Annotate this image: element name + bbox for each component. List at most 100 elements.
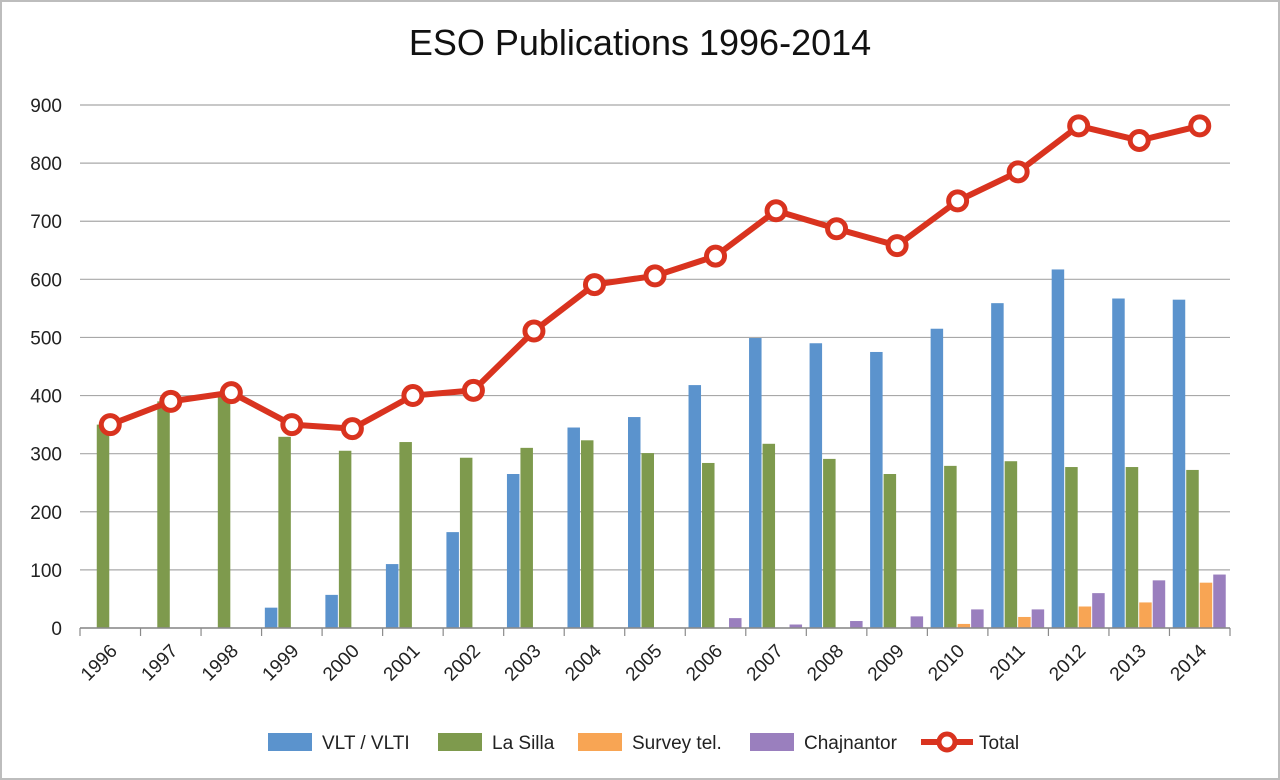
total-point-1996 (98, 413, 122, 437)
bar-chajnantor-2007 (789, 624, 803, 628)
legend-swatch-marker (936, 731, 958, 753)
total-point-2008 (825, 217, 849, 241)
x-tick-label: 2007 (743, 641, 788, 686)
legend-swatch (578, 733, 622, 751)
bar-la-silla-2005 (641, 453, 654, 628)
bar-chajnantor-2014 (1213, 574, 1226, 628)
bar-vlt-vlti-2005 (628, 417, 641, 628)
bar-la-silla-1997 (157, 401, 170, 628)
y-tick-label: 300 (30, 445, 62, 466)
bar-vlt-vlti-2007 (749, 338, 762, 628)
bar-vlt-vlti-2013 (1112, 298, 1125, 628)
bar-vlt-vlti-2006 (688, 385, 702, 628)
legend-swatch (438, 733, 482, 751)
bar-survey-tel--2012 (1078, 606, 1092, 628)
bar-la-silla-1998 (217, 392, 231, 628)
bar-la-silla-2010 (944, 465, 957, 628)
bar-la-silla-2014 (1186, 469, 1199, 628)
y-tick-label: 600 (30, 270, 62, 291)
x-tick-label: 2004 (561, 640, 606, 685)
total-point-2013 (1127, 128, 1151, 152)
bar-vlt-vlti-2012 (1051, 269, 1065, 628)
legend-label: Survey tel. (632, 733, 722, 754)
bar-vlt-vlti-2009 (870, 351, 883, 628)
legend-swatch (268, 733, 312, 751)
legend-label: Chajnantor (804, 733, 898, 754)
chart-title: ESO Publications 1996-2014 (408, 22, 872, 63)
bar-survey-tel--2013 (1139, 602, 1152, 628)
x-tick-label: 2012 (1045, 641, 1090, 686)
legend-label: La Silla (492, 733, 555, 754)
total-point-2010 (946, 189, 970, 213)
total-point-2011 (1006, 160, 1030, 184)
bar-chajnantor-2012 (1092, 593, 1105, 628)
bar-vlt-vlti-2011 (991, 303, 1004, 628)
bar-chajnantor-2013 (1152, 580, 1166, 628)
bar-vlt-vlti-2000 (325, 594, 338, 628)
bar-la-silla-2013 (1125, 467, 1139, 628)
bar-la-silla-1999 (278, 436, 291, 628)
y-tick-label: 700 (30, 212, 62, 233)
bar-la-silla-2011 (1004, 461, 1018, 628)
bar-vlt-vlti-2014 (1172, 299, 1186, 628)
bar-vlt-vlti-2003 (506, 474, 520, 628)
x-tick-label: 1996 (77, 641, 122, 686)
bar-la-silla-2012 (1065, 467, 1078, 628)
bar-vlt-vlti-2002 (446, 532, 459, 628)
total-point-1998 (219, 381, 243, 405)
bar-la-silla-2004 (580, 440, 594, 628)
x-tick-label: 2013 (1106, 641, 1151, 686)
bar-la-silla-2008 (823, 458, 836, 628)
bar-la-silla-2009 (883, 474, 897, 628)
y-tick-label: 100 (30, 561, 62, 582)
bar-vlt-vlti-2001 (385, 564, 399, 628)
total-point-2000 (340, 417, 364, 441)
legend-swatch (750, 733, 794, 751)
bar-chajnantor-2011 (1031, 609, 1045, 628)
y-tick-label: 800 (30, 154, 62, 175)
x-tick-label: 2006 (682, 641, 727, 686)
legend-label: VLT / VLTI (322, 733, 410, 754)
x-tick-label: 2009 (864, 641, 909, 686)
total-point-1999 (280, 413, 304, 437)
bar-la-silla-2007 (762, 443, 776, 628)
x-tick-label: 2008 (803, 641, 848, 686)
bar-la-silla-2006 (702, 462, 715, 628)
bar-vlt-vlti-2010 (930, 328, 944, 628)
x-tick-label: 1998 (198, 641, 243, 686)
y-tick-label: 900 (30, 96, 62, 117)
bar-chajnantor-2009 (910, 616, 924, 628)
total-point-2012 (1067, 114, 1091, 138)
legend-label: Total (979, 733, 1019, 754)
bar-la-silla-2002 (459, 457, 473, 628)
bar-vlt-vlti-1999 (264, 607, 278, 628)
bar-survey-tel--2014 (1199, 582, 1213, 628)
x-tick-label: 2003 (501, 641, 546, 686)
x-tick-label: 1997 (138, 641, 183, 686)
total-point-2003 (522, 319, 546, 343)
x-tick-label: 2010 (924, 641, 969, 686)
y-tick-label: 400 (30, 387, 62, 408)
total-point-2004 (582, 273, 606, 297)
bar-chajnantor-2008 (850, 621, 863, 628)
total-point-2006 (704, 244, 728, 268)
x-tick-label: 2005 (622, 641, 667, 686)
bar-vlt-vlti-2004 (567, 427, 580, 628)
x-tick-label: 2011 (986, 641, 1030, 685)
total-point-2002 (461, 378, 485, 402)
total-point-2001 (401, 384, 425, 408)
x-tick-label: 2014 (1167, 640, 1212, 685)
bar-la-silla-2003 (520, 447, 533, 628)
total-point-2014 (1188, 114, 1212, 138)
total-point-2005 (643, 264, 667, 288)
bar-chajnantor-2010 (971, 609, 984, 628)
x-tick-label: 2000 (319, 641, 364, 686)
bar-survey-tel--2010 (957, 623, 971, 628)
total-point-2007 (764, 199, 788, 223)
x-tick-label: 2002 (440, 641, 485, 686)
y-tick-label: 500 (30, 328, 62, 349)
bar-la-silla-2000 (338, 450, 352, 628)
bar-la-silla-1996 (96, 424, 110, 628)
bar-chajnantor-2006 (729, 618, 742, 628)
